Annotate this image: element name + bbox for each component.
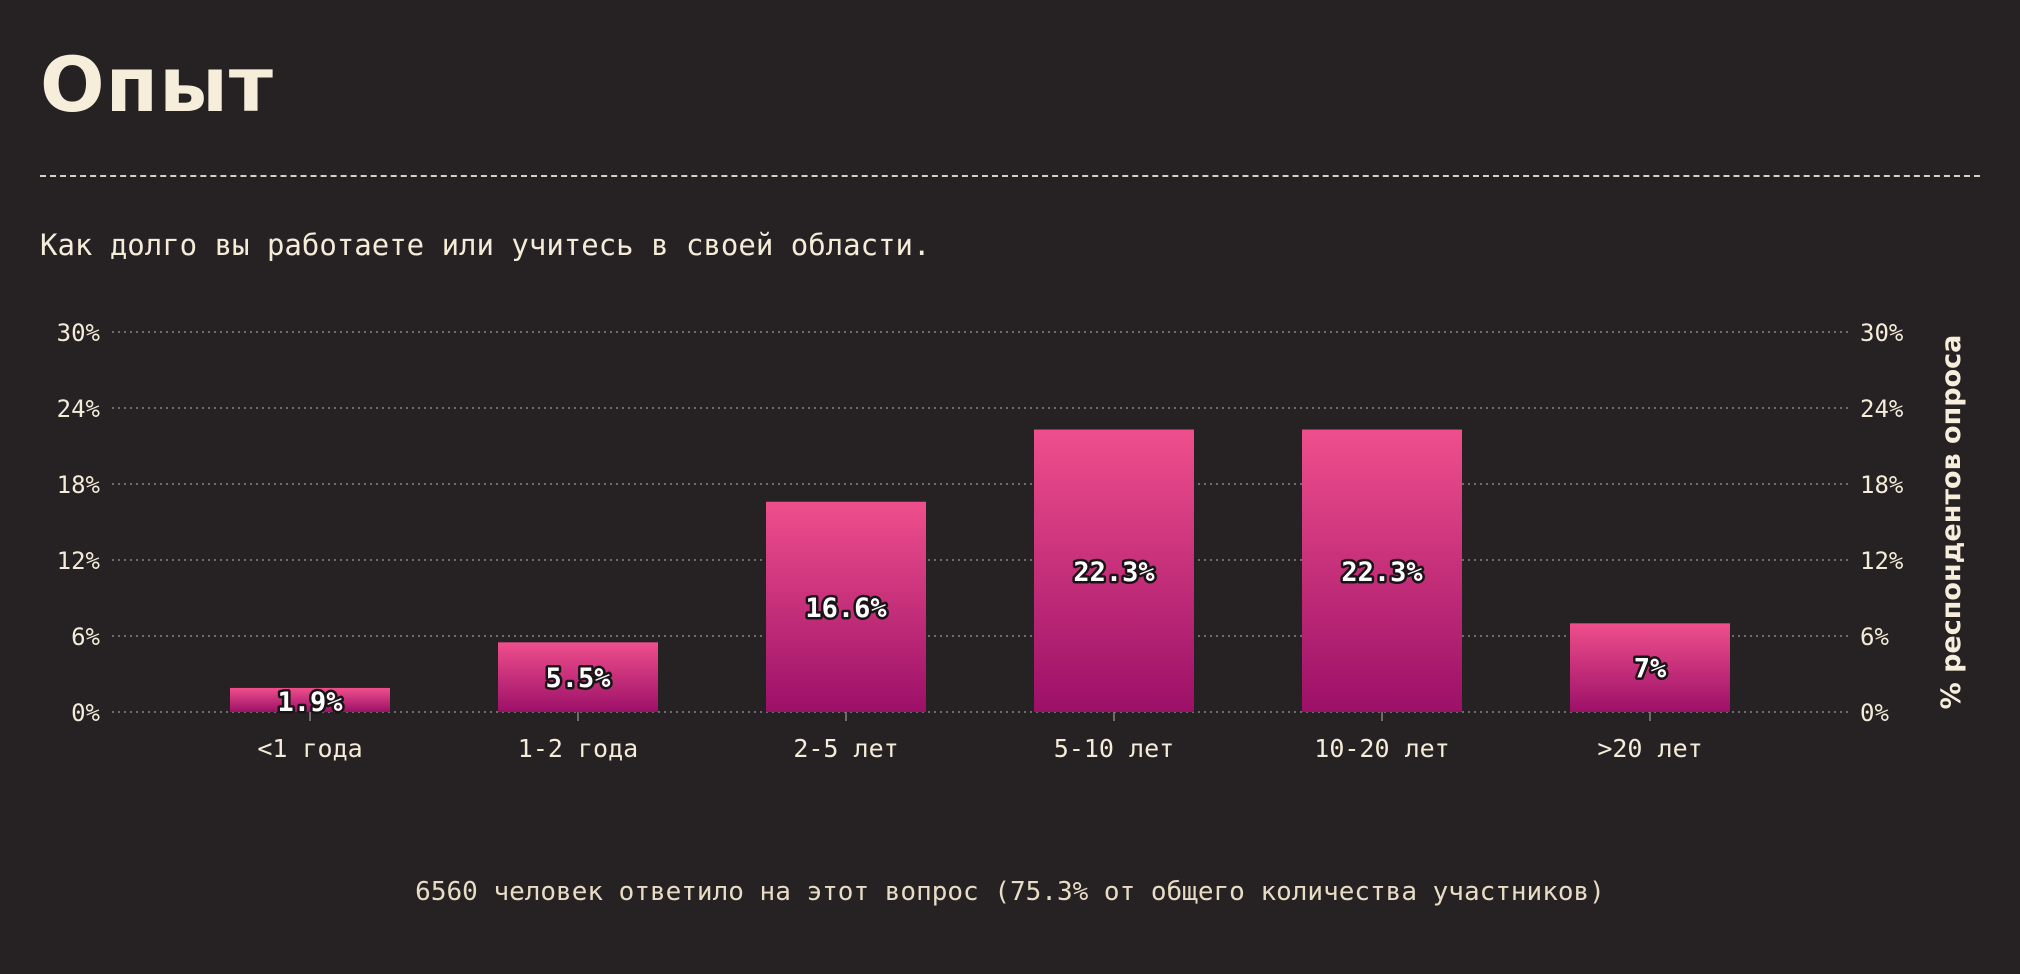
bar-value-label: 16.6% bbox=[805, 593, 887, 624]
y-tick-label-left: 12% bbox=[57, 547, 101, 575]
y-tick-label-right: 6% bbox=[1860, 623, 1889, 651]
chart-question: Как долго вы работаете или учитесь в сво… bbox=[40, 225, 930, 265]
y-tick-label-left: 18% bbox=[57, 471, 101, 499]
page-title: Опыт bbox=[40, 30, 274, 140]
x-tick-label: 5-10 лет bbox=[1054, 734, 1174, 763]
y-tick-label-right: 24% bbox=[1860, 395, 1904, 423]
y-tick-label-left: 0% bbox=[71, 699, 100, 727]
x-tick-label: 1-2 года bbox=[518, 734, 638, 763]
y-tick-label-right: 18% bbox=[1860, 471, 1904, 499]
bar-value-label: 5.5% bbox=[545, 663, 611, 694]
x-tick-label: 2-5 лет bbox=[793, 734, 898, 763]
bar-value-label: 22.3% bbox=[1341, 557, 1423, 588]
y-tick-label-left: 6% bbox=[71, 623, 100, 651]
bars: 1.9%5.5%16.6%22.3% 22.3%7% bbox=[230, 430, 1730, 718]
x-tick-label: 10-20 лет bbox=[1314, 734, 1449, 763]
response-count-note: 6560 человек ответило на этот вопрос (75… bbox=[0, 874, 2020, 910]
y-tick-label-right: 0% bbox=[1860, 699, 1889, 727]
title-divider bbox=[40, 175, 1980, 177]
y-tick-label-right: 30% bbox=[1860, 319, 1904, 347]
x-tick-label: >20 лет bbox=[1597, 734, 1702, 763]
y-axis-label: % респондентов опроса bbox=[1936, 335, 1967, 710]
bar-value-label: 22.3% bbox=[1073, 557, 1155, 588]
y-tick-label-left: 30% bbox=[57, 319, 101, 347]
bar-chart: 0% 0%6% 6%12% 12%18% 18%24% 24%30% 30% 1.9%5.5… bbox=[0, 300, 2020, 800]
bar-value-label: 7% bbox=[1634, 654, 1667, 685]
y-tick-label-right: 12% bbox=[1860, 547, 1904, 575]
y-tick-label-left: 24% bbox=[57, 395, 101, 423]
x-tick-label: <1 года bbox=[257, 734, 362, 763]
x-axis-ticks: <1 года 1-2 года 2-5 лет 5-10 лет 10-20 лет >… bbox=[257, 712, 1702, 763]
